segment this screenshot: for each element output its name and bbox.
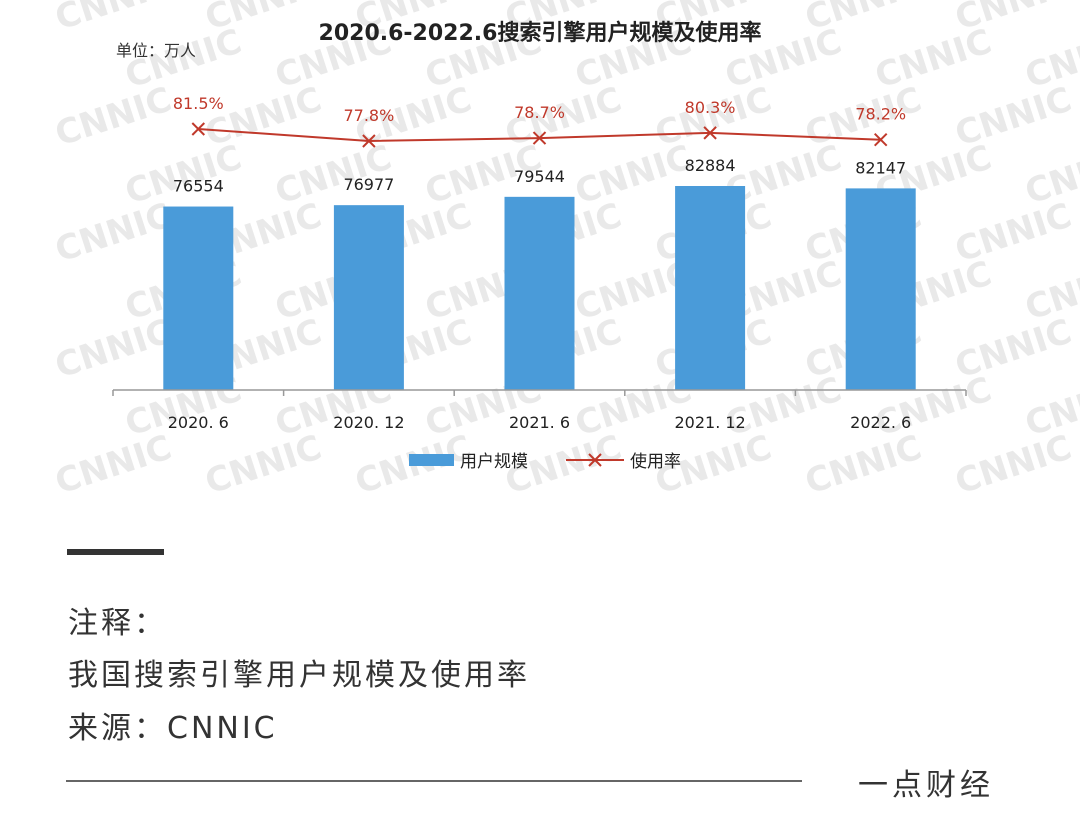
legend-swatch-marker xyxy=(588,453,602,467)
bar xyxy=(504,196,575,390)
watermark-text: CNNIC xyxy=(870,22,996,97)
x-tick-label: 2022. 6 xyxy=(850,413,911,432)
unit-label: 单位：万人 xyxy=(116,41,196,60)
rate-value-label: 80.3% xyxy=(685,98,736,117)
legend-label: 使用率 xyxy=(630,451,681,472)
watermark-text: CNNIC xyxy=(120,138,246,213)
bar xyxy=(845,188,916,390)
legend: 用户规模 使用率 xyxy=(409,451,681,472)
rate-value-label: 77.8% xyxy=(343,106,394,125)
x-tick-label: 2021. 6 xyxy=(509,413,570,432)
rate-value-label: 78.2% xyxy=(855,105,906,124)
watermark-text: CNNIC xyxy=(50,428,176,503)
note-source: 来源：CNNIC xyxy=(68,711,278,746)
bars-layer: 76554 76977 79544 82884 82147 xyxy=(163,156,916,390)
rate-marker xyxy=(362,134,376,148)
x-tick-label: 2021. 12 xyxy=(674,413,745,432)
bar-value-label: 82147 xyxy=(855,158,906,177)
chart-title: 2020.6-2022.6搜索引擎用户规模及使用率 xyxy=(319,20,762,46)
note-description: 我国搜索引擎用户规模及使用率 xyxy=(68,658,530,693)
note-label: 注释： xyxy=(68,606,167,641)
rate-marker xyxy=(191,122,206,136)
rate-marker-stroke xyxy=(873,132,888,147)
watermark-text: CNNIC xyxy=(950,428,1076,503)
legend-label: 用户规模 xyxy=(460,452,528,472)
x-tick-label: 2020. 12 xyxy=(333,413,404,432)
watermark-text: CNNIC xyxy=(50,0,176,39)
bar-value-label: 82884 xyxy=(685,156,736,175)
x-tick-label: 2020. 6 xyxy=(168,413,229,432)
watermark-text: CNNIC xyxy=(800,428,926,503)
watermark-text: CNNIC xyxy=(200,428,326,503)
x-axis: 2020. 6 2020. 12 2021. 6 2021. 12 2022. 6 xyxy=(112,389,967,432)
rate-marker-stroke xyxy=(362,134,376,148)
watermark-text: CNNIC xyxy=(50,80,176,155)
rate-value-label: 81.5% xyxy=(173,94,224,113)
bar xyxy=(163,206,234,390)
bar-value-label: 76977 xyxy=(343,175,394,194)
bar xyxy=(333,205,404,390)
rate-marker xyxy=(703,126,717,140)
footer-divider xyxy=(66,780,802,782)
rate-marker xyxy=(873,132,888,147)
rate-line-layer: 81.5% 77.8% 78.7% 80.3% 78.2% xyxy=(173,94,906,148)
rate-marker xyxy=(532,131,547,145)
watermark-text: CNNIC xyxy=(50,196,176,271)
rate-value-label: 78.7% xyxy=(514,103,565,122)
bar-value-label: 79544 xyxy=(514,167,565,186)
brand-name: 一点财经 xyxy=(858,768,994,803)
watermark-text: CNNIC xyxy=(50,312,176,387)
rate-marker-stroke xyxy=(703,126,717,140)
accent-bar xyxy=(67,549,164,555)
legend-swatch-bar xyxy=(409,454,454,466)
chart: CNNIC CNNIC CNNIC CNNIC CNNIC CNNIC CNNICCNNIC… xyxy=(50,0,1080,503)
rate-marker-stroke xyxy=(191,122,206,136)
bar xyxy=(675,186,746,390)
rate-marker-stroke xyxy=(532,131,547,145)
bar-value-label: 76554 xyxy=(173,177,224,196)
